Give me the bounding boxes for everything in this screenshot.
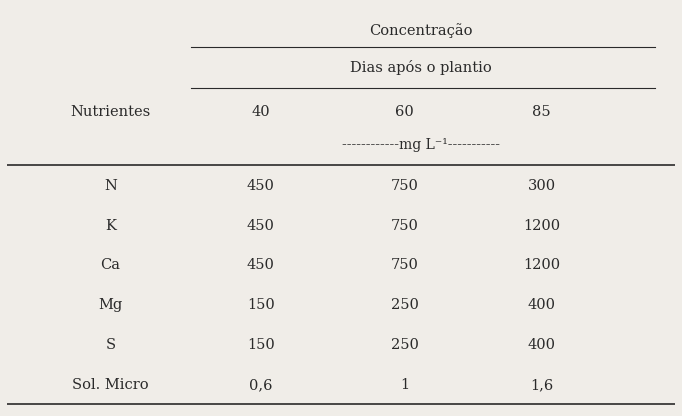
Text: Nutrientes: Nutrientes bbox=[70, 105, 151, 119]
Text: 450: 450 bbox=[247, 178, 275, 193]
Text: 750: 750 bbox=[391, 218, 419, 233]
Text: 1,6: 1,6 bbox=[530, 378, 553, 392]
Text: 1200: 1200 bbox=[523, 258, 560, 272]
Text: 150: 150 bbox=[247, 338, 275, 352]
Text: K: K bbox=[105, 218, 116, 233]
Text: 40: 40 bbox=[252, 105, 270, 119]
Text: 1: 1 bbox=[400, 378, 409, 392]
Text: 400: 400 bbox=[527, 298, 556, 312]
Text: 450: 450 bbox=[247, 218, 275, 233]
Text: 300: 300 bbox=[527, 178, 556, 193]
Text: Mg: Mg bbox=[98, 298, 123, 312]
Text: 150: 150 bbox=[247, 298, 275, 312]
Text: 400: 400 bbox=[527, 338, 556, 352]
Text: 450: 450 bbox=[247, 258, 275, 272]
Text: Ca: Ca bbox=[100, 258, 121, 272]
Text: Concentração: Concentração bbox=[370, 23, 473, 38]
Text: 750: 750 bbox=[391, 178, 419, 193]
Text: 250: 250 bbox=[391, 338, 419, 352]
Text: 0,6: 0,6 bbox=[249, 378, 273, 392]
Text: Dias após o plantio: Dias após o plantio bbox=[351, 60, 492, 75]
Text: 60: 60 bbox=[395, 105, 414, 119]
Text: 250: 250 bbox=[391, 298, 419, 312]
Text: 85: 85 bbox=[532, 105, 551, 119]
Text: N: N bbox=[104, 178, 117, 193]
Text: ------------mg L⁻¹-----------: ------------mg L⁻¹----------- bbox=[342, 138, 500, 152]
Text: S: S bbox=[105, 338, 115, 352]
Text: 1200: 1200 bbox=[523, 218, 560, 233]
Text: Sol. Micro: Sol. Micro bbox=[72, 378, 149, 392]
Text: 750: 750 bbox=[391, 258, 419, 272]
